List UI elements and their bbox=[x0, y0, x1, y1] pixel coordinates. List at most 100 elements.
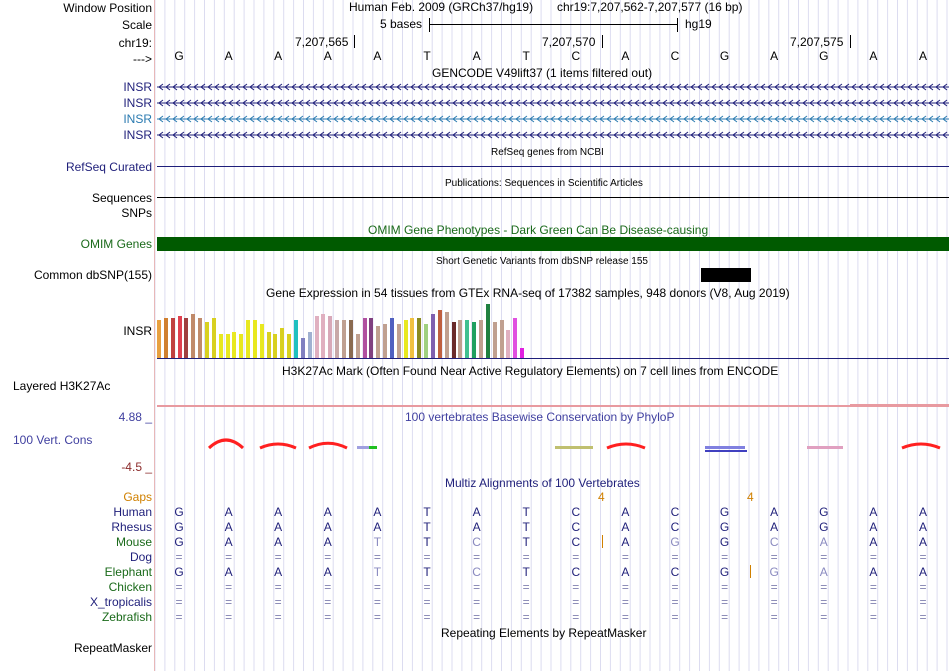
gtex-tissue-bar[interactable] bbox=[389, 318, 394, 358]
repeatmasker-label[interactable]: RepeatMasker bbox=[73, 641, 152, 655]
gencode-transcript[interactable] bbox=[157, 130, 949, 140]
conservation-peak bbox=[308, 441, 348, 450]
species-label[interactable]: Chicken bbox=[108, 580, 152, 594]
dbsnp-variant[interactable] bbox=[701, 268, 751, 282]
gtex-tissue-bar[interactable] bbox=[355, 334, 360, 358]
gencode-transcript[interactable] bbox=[157, 114, 949, 124]
strand-chevron bbox=[718, 99, 724, 107]
gtex-tissue-bar[interactable] bbox=[478, 320, 483, 358]
gtex-tissue-bar[interactable] bbox=[211, 318, 216, 358]
gtex-tissue-bar[interactable] bbox=[163, 318, 168, 358]
species-label[interactable]: X_tropicalis bbox=[89, 595, 152, 609]
species-label[interactable]: Rhesus bbox=[111, 520, 152, 534]
gtex-tissue-bar[interactable] bbox=[465, 320, 470, 358]
species-label[interactable]: Elephant bbox=[104, 565, 152, 579]
gtex-tissue-bar[interactable] bbox=[499, 320, 504, 358]
gtex-tissue-bar[interactable] bbox=[451, 322, 456, 358]
gtex-tissue-bar[interactable] bbox=[246, 320, 251, 358]
strand-chevron bbox=[543, 131, 549, 139]
gtex-tissue-bar[interactable] bbox=[204, 322, 209, 358]
gtex-tissue-bar[interactable] bbox=[341, 320, 346, 358]
gtex-tissue-bar[interactable] bbox=[444, 312, 449, 358]
gtex-tissue-bar[interactable] bbox=[232, 332, 237, 358]
gtex-tissue-bar[interactable] bbox=[280, 328, 285, 358]
gtex-barchart[interactable] bbox=[157, 300, 557, 358]
gtex-tissue-bar[interactable] bbox=[287, 334, 292, 358]
publications-label[interactable]: Sequences bbox=[91, 191, 152, 205]
strand-chevron bbox=[319, 83, 325, 91]
gtex-tissue-bar[interactable] bbox=[184, 318, 189, 358]
phylop-wiggle[interactable] bbox=[157, 436, 949, 456]
gtex-tissue-bar[interactable] bbox=[506, 330, 511, 358]
gtex-tissue-bar[interactable] bbox=[259, 324, 264, 358]
gtex-tissue-bar[interactable] bbox=[403, 320, 408, 358]
chr-label[interactable]: chr19: bbox=[118, 36, 152, 50]
gtex-tissue-bar[interactable] bbox=[485, 304, 490, 358]
species-label[interactable]: Zebrafish bbox=[101, 610, 152, 624]
gencode-transcript[interactable] bbox=[157, 82, 949, 92]
refseq-label[interactable]: RefSeq Curated bbox=[65, 160, 152, 174]
omim-feature[interactable] bbox=[157, 237, 949, 251]
scale-label[interactable]: Scale bbox=[121, 18, 152, 32]
gtex-tissue-bar[interactable] bbox=[294, 320, 298, 358]
gtex-tissue-bar[interactable] bbox=[307, 332, 312, 358]
phylop-label[interactable]: 100 Vert. Cons bbox=[13, 433, 93, 447]
dbsnp-label[interactable]: Common dbSNP(155) bbox=[33, 268, 152, 282]
gtex-tissue-bar[interactable] bbox=[314, 316, 319, 358]
strand-arrow-label[interactable]: ---> bbox=[133, 52, 152, 66]
gtex-tissue-bar[interactable] bbox=[348, 320, 353, 358]
h3k27ac-signal-peak[interactable] bbox=[850, 404, 949, 407]
gtex-label[interactable]: INSR bbox=[123, 324, 152, 338]
species-label[interactable]: Human bbox=[113, 505, 152, 519]
omim-label[interactable]: OMIM Genes bbox=[80, 237, 152, 251]
gtex-tissue-bar[interactable] bbox=[191, 314, 196, 358]
gencode-row-label[interactable]: INSR bbox=[123, 96, 152, 110]
gtex-tissue-bar[interactable] bbox=[321, 314, 326, 358]
gtex-tissue-bar[interactable] bbox=[300, 338, 305, 358]
publications-line[interactable] bbox=[157, 197, 949, 198]
strand-chevron bbox=[690, 83, 696, 91]
gtex-tissue-bar[interactable] bbox=[458, 320, 463, 358]
gaps-label[interactable]: Gaps bbox=[123, 490, 152, 504]
gtex-tissue-bar[interactable] bbox=[472, 322, 477, 358]
gtex-tissue-bar[interactable] bbox=[239, 334, 244, 358]
gap-count: 4 bbox=[747, 490, 754, 504]
gtex-tissue-bar[interactable] bbox=[362, 318, 367, 358]
refseq-line[interactable] bbox=[157, 166, 949, 167]
species-label[interactable]: Dog bbox=[129, 550, 152, 564]
gencode-row-label[interactable]: INSR bbox=[123, 112, 152, 126]
gtex-tissue-bar[interactable] bbox=[266, 332, 271, 358]
gtex-tissue-bar[interactable] bbox=[198, 318, 203, 358]
gtex-tissue-bar[interactable] bbox=[218, 334, 223, 358]
gencode-row-label[interactable]: INSR bbox=[123, 80, 152, 94]
gtex-tissue-bar[interactable] bbox=[376, 326, 381, 358]
gtex-tissue-bar[interactable] bbox=[383, 324, 388, 358]
strand-chevron bbox=[578, 131, 584, 139]
h3k27ac-signal[interactable] bbox=[157, 405, 949, 407]
gtex-tissue-bar[interactable] bbox=[417, 318, 422, 358]
gencode-transcript[interactable] bbox=[157, 98, 949, 108]
species-label[interactable]: Mouse bbox=[115, 535, 152, 549]
gtex-tissue-bar[interactable] bbox=[369, 318, 374, 358]
gtex-tissue-bar[interactable] bbox=[177, 316, 182, 358]
gtex-tissue-bar[interactable] bbox=[431, 314, 435, 358]
gtex-tissue-bar[interactable] bbox=[252, 320, 257, 358]
gtex-tissue-bar[interactable] bbox=[273, 334, 278, 358]
gtex-tissue-bar[interactable] bbox=[225, 334, 230, 358]
strand-chevron bbox=[396, 99, 402, 107]
gtex-tissue-bar[interactable] bbox=[513, 318, 518, 358]
gtex-tissue-bar[interactable] bbox=[492, 322, 497, 358]
gtex-tissue-bar[interactable] bbox=[424, 324, 429, 358]
gtex-tissue-bar[interactable] bbox=[410, 318, 415, 358]
gtex-tissue-bar[interactable] bbox=[520, 348, 525, 358]
gtex-tissue-bar[interactable] bbox=[396, 324, 401, 358]
gtex-tissue-bar[interactable] bbox=[437, 310, 442, 358]
gtex-tissue-bar[interactable] bbox=[335, 320, 340, 358]
gtex-tissue-bar[interactable] bbox=[157, 320, 161, 358]
snps-label[interactable]: SNPs bbox=[121, 206, 152, 220]
gencode-row-label[interactable]: INSR bbox=[123, 128, 152, 142]
window-position-label[interactable]: Window Position bbox=[63, 1, 152, 15]
gtex-tissue-bar[interactable] bbox=[170, 318, 175, 358]
gtex-tissue-bar[interactable] bbox=[328, 316, 333, 358]
h3k27ac-label[interactable]: Layered H3K27Ac bbox=[13, 379, 111, 393]
